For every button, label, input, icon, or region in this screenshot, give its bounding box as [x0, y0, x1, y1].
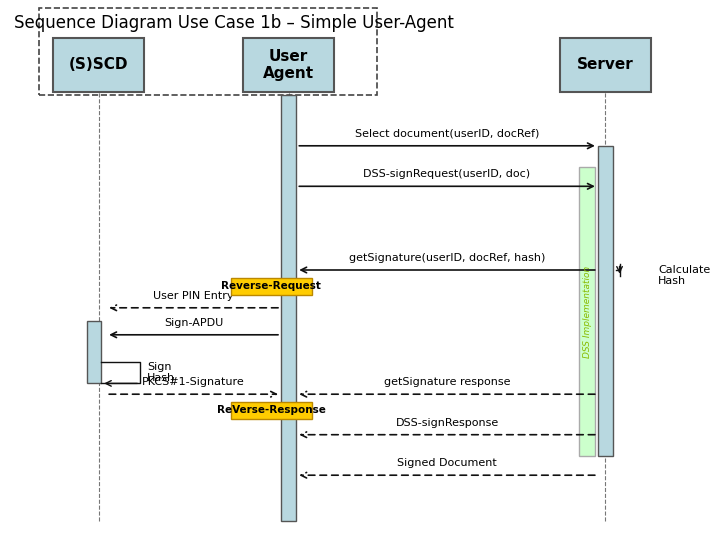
Text: User PIN Entry: User PIN Entry: [153, 291, 234, 301]
Bar: [86, 321, 101, 383]
Text: Sign
Hash: Sign Hash: [147, 362, 175, 383]
Bar: [580, 167, 595, 456]
Text: DSS-signRequest(userID, doc): DSS-signRequest(userID, doc): [364, 169, 531, 179]
Bar: [598, 146, 613, 456]
Text: getSignature response: getSignature response: [384, 377, 510, 387]
Bar: [230, 278, 312, 295]
Text: Signed Document: Signed Document: [397, 458, 497, 468]
Text: Sign-APDU: Sign-APDU: [164, 318, 223, 328]
Bar: [230, 402, 312, 419]
Bar: [243, 38, 334, 92]
Text: DSS-signResponse: DSS-signResponse: [395, 417, 499, 428]
Text: Calculate
Hash: Calculate Hash: [658, 265, 711, 286]
Text: Reverse-Request: Reverse-Request: [221, 281, 321, 291]
Text: Sequence Diagram Use Case 1b – Simple User-Agent: Sequence Diagram Use Case 1b – Simple Us…: [14, 14, 454, 31]
Bar: [53, 38, 144, 92]
Text: getSignature(userID, docRef, hash): getSignature(userID, docRef, hash): [349, 253, 545, 263]
Text: DSS Implementation: DSS Implementation: [582, 266, 592, 358]
Text: (S)SCD: (S)SCD: [69, 57, 128, 72]
Text: Server: Server: [577, 57, 634, 72]
Text: Select document(userID, docRef): Select document(userID, docRef): [355, 129, 539, 139]
Text: User
Agent: User Agent: [263, 49, 314, 81]
Text: PKCS#1-Signature: PKCS#1-Signature: [143, 377, 245, 387]
Bar: [281, 94, 297, 521]
Bar: [559, 38, 651, 92]
Bar: [39, 8, 377, 94]
Text: ReVerse-Response: ReVerse-Response: [217, 406, 325, 415]
